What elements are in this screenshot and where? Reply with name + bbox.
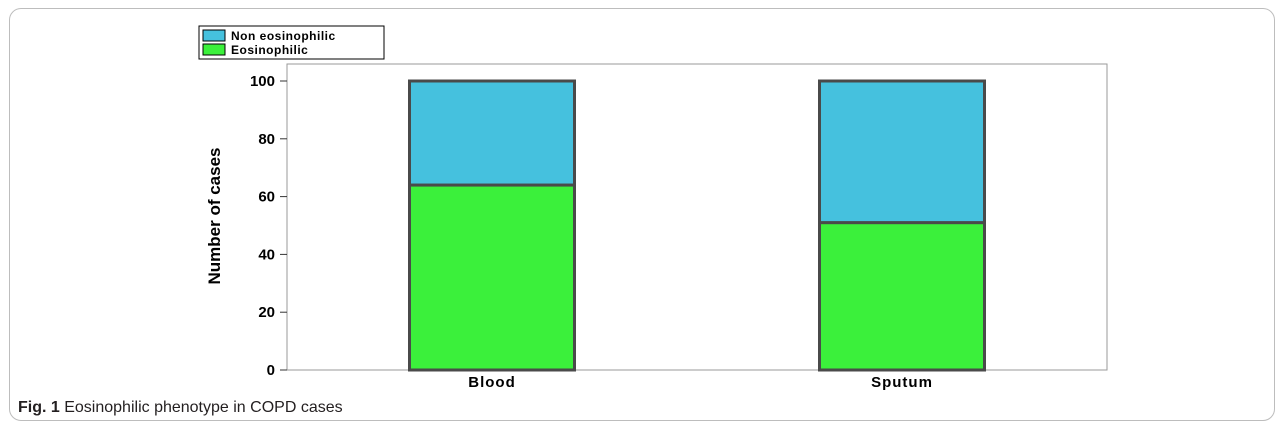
plot-area-frame	[286, 63, 1108, 371]
legend-swatch	[202, 29, 226, 42]
y-axis: 0 20 40 60 80 100	[250, 73, 287, 379]
legend-swatch	[202, 43, 226, 56]
figure-caption-text: Eosinophilic phenotype in COPD cases	[64, 399, 343, 416]
bar-sputum-non-eosinophilic	[818, 79, 986, 225]
figure-frame	[9, 8, 1275, 421]
y-tick-label: 20	[258, 304, 275, 321]
figure-label: Fig. 1	[18, 399, 60, 416]
y-tick-label: 40	[258, 246, 275, 263]
y-tick-label: 100	[250, 73, 275, 90]
legend-box	[198, 25, 385, 60]
y-tick-label: 80	[258, 131, 275, 148]
x-axis-labels: Blood Sputum	[468, 374, 933, 391]
bar-blood-eosinophilic	[408, 183, 576, 372]
y-tick-label: 60	[258, 189, 275, 206]
legend-label: Eosinophilic	[231, 43, 308, 57]
bars-group	[408, 79, 986, 372]
bar-blood-non-eosinophilic	[408, 79, 576, 187]
legend-label: Non eosinophilic	[231, 29, 336, 43]
x-tick-label: Blood	[468, 374, 516, 391]
bar-sputum-eosinophilic	[818, 221, 986, 372]
y-tick-label: 0	[267, 362, 275, 379]
figure-caption: Fig. 1 Eosinophilic phenotype in COPD ca…	[18, 399, 343, 417]
y-axis-title: Number of cases	[205, 148, 224, 285]
x-tick-label: Sputum	[871, 374, 933, 391]
